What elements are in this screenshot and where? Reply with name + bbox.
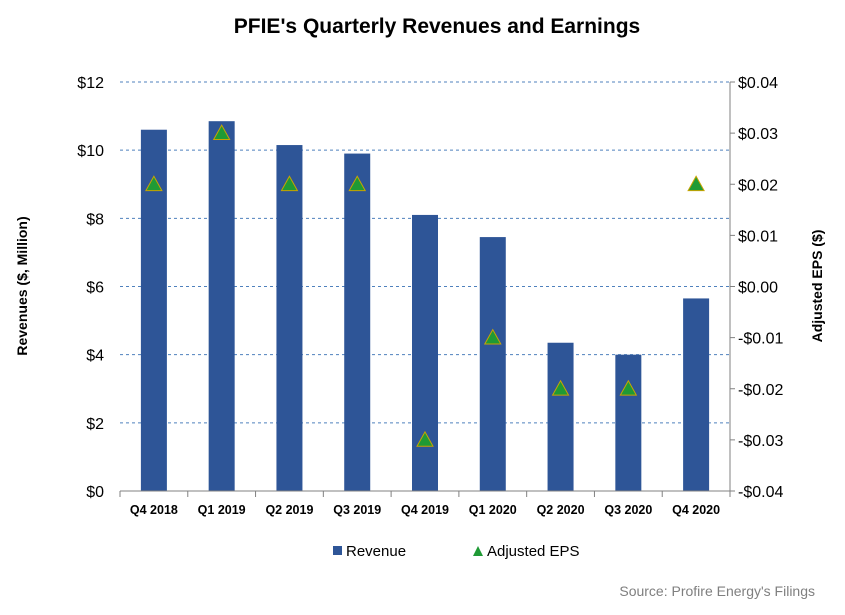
eps-marker — [619, 379, 638, 396]
x-axis-ticks: Q4 2018 Q1 2019 Q2 2019 Q3 2019 Q4 2019 Q1 20… — [130, 503, 720, 517]
x-tick-label: Q4 2020 — [672, 503, 720, 517]
y-tick-label: $0 — [86, 484, 104, 501]
y-axis-label: Revenues ($, Million) — [14, 216, 30, 355]
chart-title: PFIE's Quarterly Revenues and Earnings — [234, 15, 640, 38]
eps-marker — [483, 328, 502, 345]
left-axis-ticks: $0 $2 $4 $6 $8 $10 $12 — [77, 75, 104, 501]
x-tick-label: Q4 2019 — [401, 503, 449, 517]
revenue-bar — [412, 214, 438, 492]
revenue-bar — [208, 121, 235, 491]
x-tick-label: Q3 2020 — [604, 503, 652, 517]
x-tick-label: Q3 2019 — [333, 503, 381, 517]
revenue-bar — [615, 354, 642, 491]
legend: Revenue Adjusted EPS — [333, 543, 580, 560]
x-tick-label: Q2 2019 — [265, 503, 313, 517]
y2-tick-label: -$0.01 — [738, 331, 783, 348]
y2-tick-label: $0.03 — [738, 126, 778, 143]
y2-tick-label: -$0.04 — [738, 484, 783, 501]
y2-tick-label: -$0.02 — [738, 382, 783, 399]
x-tick-label: Q4 2018 — [130, 503, 178, 517]
y-tick-label: $12 — [77, 75, 104, 92]
y2-tick-label: $0.00 — [738, 280, 778, 297]
x-tick-label: Q2 2020 — [537, 503, 585, 517]
revenue-bar — [344, 153, 371, 491]
revenue-bar — [276, 145, 303, 491]
revenue-bar — [479, 237, 506, 491]
eps-marker — [348, 175, 367, 192]
revenue-bar — [683, 298, 710, 491]
y-tick-label: $8 — [86, 211, 104, 228]
legend-eps-label: Adjusted EPS — [487, 543, 580, 560]
x-tick-label: Q1 2019 — [198, 503, 246, 517]
right-axis-ticks: -$0.04 -$0.03 -$0.02 -$0.01 $0.00 $0.01 $0.02 $… — [730, 75, 783, 501]
legend-revenue-swatch — [333, 546, 342, 555]
y-tick-label: $4 — [86, 348, 104, 365]
y-tick-label: $6 — [86, 280, 104, 297]
eps-marker — [280, 175, 299, 192]
y-tick-label: $10 — [77, 143, 104, 160]
eps-marker — [687, 175, 705, 192]
source-note: Source: Profire Energy's Filings — [619, 583, 815, 599]
eps-marker — [551, 379, 570, 396]
eps-marker — [416, 430, 434, 447]
eps-marker — [212, 124, 231, 141]
y-tick-label: $2 — [86, 416, 104, 433]
y2-tick-label: $0.02 — [738, 177, 778, 194]
y2-axis-label: Adjusted EPS ($) — [809, 230, 825, 343]
y2-tick-label: $0.04 — [738, 75, 778, 92]
legend-revenue-label: Revenue — [346, 543, 406, 560]
y2-tick-label: -$0.03 — [738, 433, 783, 450]
legend-eps-marker — [473, 546, 483, 556]
eps-marker — [145, 175, 163, 192]
revenue-bar — [547, 342, 574, 491]
x-tick-label: Q1 2020 — [469, 503, 517, 517]
y2-tick-label: $0.01 — [738, 228, 778, 245]
eps-markers — [145, 124, 705, 447]
